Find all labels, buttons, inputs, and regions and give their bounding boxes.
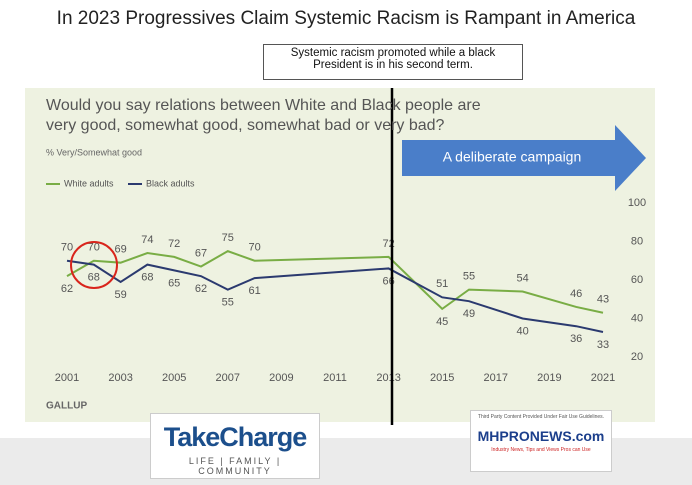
data-label: 55: [463, 271, 475, 283]
legend-label: White adults: [64, 178, 114, 188]
arrow-text: A deliberate campaign: [443, 149, 582, 165]
data-label: 45: [436, 316, 448, 328]
x-tick-label: 2011: [323, 372, 347, 384]
x-tick-label: 2001: [55, 372, 79, 384]
data-label: 62: [195, 283, 207, 295]
x-tick-label: 2017: [484, 372, 508, 384]
data-label: 67: [195, 247, 207, 259]
data-label: 40: [516, 325, 528, 337]
x-tick-label: 2013: [376, 372, 400, 384]
x-tick-label: 2019: [537, 372, 561, 384]
x-tick-label: 2005: [162, 372, 186, 384]
data-label: 54: [516, 272, 528, 284]
data-label: 36: [570, 333, 582, 345]
data-label: 70: [61, 242, 73, 254]
data-label: 33: [597, 339, 609, 351]
logo-right-name: MHPRONEWS.com: [471, 428, 611, 444]
data-label: 75: [222, 232, 234, 244]
data-label: 61: [248, 285, 260, 297]
data-label: 72: [168, 238, 180, 250]
data-label: 74: [141, 234, 153, 246]
x-tick-label: 2015: [430, 372, 454, 384]
chart-subtitle: % Very/Somewhat good: [46, 147, 142, 157]
logo-left-tagline: LIFE | FAMILY | COMMUNITY: [151, 456, 319, 476]
y-tick-label: 40: [631, 312, 643, 324]
data-label: 68: [88, 272, 100, 284]
data-label: 51: [436, 278, 448, 290]
y-tick-label: 100: [628, 197, 646, 209]
x-tick-label: 2003: [108, 372, 132, 384]
logo-right-tagline: Industry News, Tips and Views Pros can U…: [471, 447, 611, 453]
y-tick-label: 20: [631, 351, 643, 363]
data-label: 46: [570, 288, 582, 300]
data-label: 65: [168, 277, 180, 289]
legend-label: Black adults: [146, 178, 195, 188]
data-label: 59: [114, 289, 126, 301]
data-label: 69: [114, 244, 126, 256]
logo-left: TakeCharge LIFE | FAMILY | COMMUNITY: [150, 413, 320, 479]
data-label: 62: [61, 283, 73, 295]
data-label: 68: [141, 272, 153, 284]
x-tick-label: 2021: [591, 372, 615, 384]
source: GALLUP: [46, 401, 87, 412]
x-tick-label: 2009: [269, 372, 293, 384]
logo-right-disclaimer: Third Party Content Provided Under Fair …: [471, 414, 611, 420]
data-label: 43: [597, 294, 609, 306]
data-label: 49: [463, 308, 475, 320]
y-tick-label: 80: [631, 235, 643, 247]
data-label: 55: [222, 297, 234, 309]
logo-right: Third Party Content Provided Under Fair …: [470, 410, 612, 472]
chart-title: Would you say relations between White an…: [46, 96, 506, 136]
logo-left-name: TakeCharge: [151, 422, 319, 453]
y-tick-label: 60: [631, 274, 643, 286]
x-tick-label: 2007: [216, 372, 240, 384]
data-label: 70: [248, 242, 260, 254]
